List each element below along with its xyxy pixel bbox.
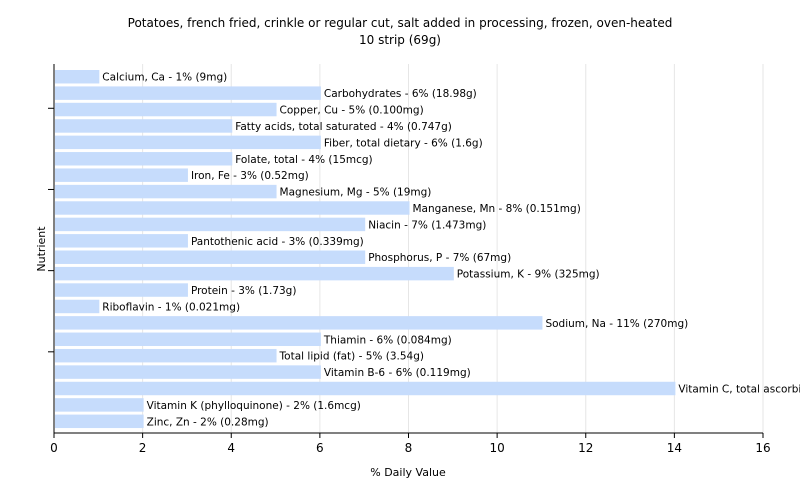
bar [55, 234, 188, 248]
x-tick-label: 6 [316, 441, 324, 455]
bar-label: Pantothenic acid - 3% (0.339mg) [191, 236, 364, 248]
bar [55, 70, 100, 84]
bar-label: Magnesium, Mg - 5% (19mg) [280, 187, 432, 199]
bar [55, 102, 277, 117]
bar-label: Potassium, K - 9% (325mg) [457, 269, 600, 281]
bar-label: Folate, total - 4% (15mcg) [235, 154, 372, 166]
bar [55, 398, 144, 412]
x-axis-ticks: 0 2 4 6 8 10 12 14 16 [50, 433, 771, 455]
bars-group: Calcium, Ca - 1% (9mg) Carbohydrates - 6%… [55, 70, 800, 428]
bar-label: Protein - 3% (1.73g) [191, 285, 297, 297]
x-tick-label: 8 [405, 441, 413, 455]
bar [55, 348, 277, 363]
bar [55, 119, 233, 133]
bar [55, 283, 188, 297]
bar [55, 299, 100, 314]
x-tick-label: 0 [50, 441, 58, 455]
bar-label: Riboflavin - 1% (0.021mg) [102, 301, 240, 313]
bar-label: Vitamin K (phylloquinone) - 2% (1.6mcg) [147, 400, 361, 412]
x-axis-label: % Daily Value [370, 466, 446, 479]
x-tick-label: 14 [667, 441, 682, 455]
bar-label: Calcium, Ca - 1% (9mg) [102, 72, 227, 84]
bar [55, 381, 676, 396]
bar-label: Fatty acids, total saturated - 4% (0.747… [235, 121, 452, 133]
bar-label: Zinc, Zn - 2% (0.28mg) [147, 416, 269, 428]
bar [55, 250, 366, 264]
x-tick-label: 4 [227, 441, 235, 455]
bar-label: Fiber, total dietary - 6% (1.6g) [324, 137, 483, 149]
bar-label: Thiamin - 6% (0.084mg) [323, 334, 452, 346]
y-axis-label: Nutrient [35, 226, 48, 272]
bar [55, 365, 321, 379]
x-tick-label: 12 [578, 441, 593, 455]
bar [55, 332, 321, 347]
bar [55, 135, 321, 150]
bar [55, 184, 277, 199]
bar [55, 217, 366, 232]
bar-label: Vitamin B-6 - 6% (0.119mg) [324, 367, 471, 379]
bar-label: Iron, Fe - 3% (0.52mg) [191, 170, 309, 182]
bar [55, 152, 233, 166]
x-tick-label: 10 [489, 441, 504, 455]
bar-label: Copper, Cu - 5% (0.100mg) [280, 105, 424, 117]
bar [55, 201, 410, 215]
bar-label: Niacin - 7% (1.473mg) [368, 219, 486, 231]
bar-label: Total lipid (fat) - 5% (3.54g) [279, 351, 424, 363]
chart-subtitle: 10 strip (69g) [359, 33, 441, 47]
bar [55, 168, 188, 182]
bar-label: Vitamin C, total ascorbic acid - 14% (8.… [678, 384, 800, 396]
x-tick-label: 16 [755, 441, 770, 455]
bar-label: Sodium, Na - 11% (270mg) [545, 318, 688, 330]
bar [55, 414, 144, 429]
x-tick-label: 2 [139, 441, 147, 455]
bar-label: Manganese, Mn - 8% (0.151mg) [413, 203, 581, 215]
bar [55, 266, 454, 281]
bar [55, 316, 543, 330]
bar-label: Phosphorus, P - 7% (67mg) [368, 252, 511, 264]
bar [55, 86, 321, 100]
bar-label: Carbohydrates - 6% (18.98g) [324, 88, 477, 100]
chart-title: Potatoes, french fried, crinkle or regul… [128, 16, 673, 30]
